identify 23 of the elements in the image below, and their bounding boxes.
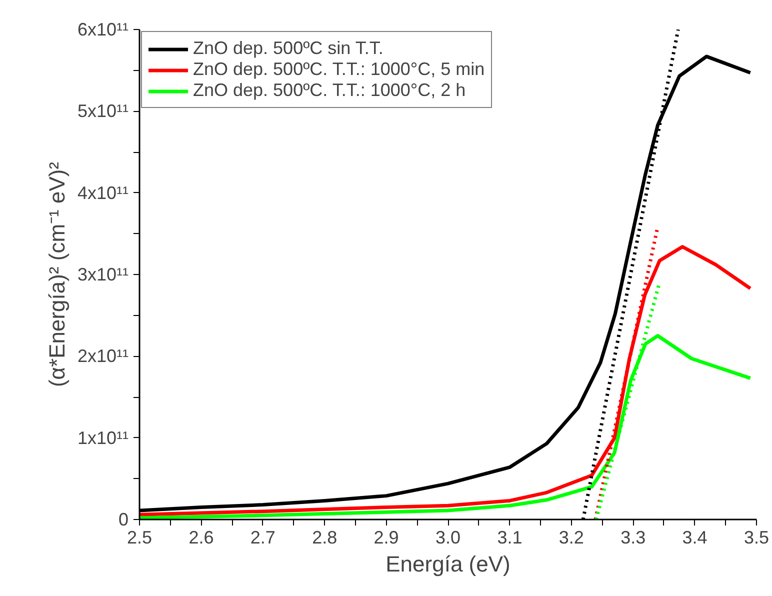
y-axis-title: (α*Energía)² (cm⁻¹ eV)²: [44, 162, 70, 388]
x-tick-label: 3.0: [435, 528, 461, 548]
y-tick-label: 2x10¹¹: [77, 346, 129, 366]
x-tick-label: 3.5: [744, 528, 770, 548]
x-axis-title: Energía (eV): [386, 552, 510, 576]
y-tick-label: 5x10¹¹: [77, 101, 129, 122]
x-tick-label: 3.1: [497, 528, 522, 548]
y-tick-label: 4x10¹¹: [77, 182, 129, 203]
legend-label: ZnO dep. 500ºC. T.T.: 1000°C, 2 h: [193, 80, 466, 101]
legend-label: ZnO dep. 500ºC. T.T.: 1000°C, 5 min: [193, 59, 485, 80]
x-tick-label: 3.2: [558, 528, 584, 548]
x-tick-label: 2.8: [312, 528, 338, 548]
x-tick-label: 3.3: [620, 528, 646, 548]
x-tick-label: 2.9: [374, 528, 399, 548]
y-tick-label: 6x10¹¹: [77, 20, 129, 40]
y-tick-label: 0: [118, 510, 129, 530]
x-tick-label: 2.6: [188, 528, 214, 548]
x-tick-label: 2.5: [126, 528, 152, 548]
y-tick-label: 3x10¹¹: [77, 264, 129, 284]
x-tick-label: 2.7: [250, 528, 276, 548]
legend-label: ZnO dep. 500ºC sin T.T.: [193, 38, 384, 59]
x-tick-label: 3.4: [682, 528, 708, 548]
y-tick-label: 1x10¹¹: [77, 428, 129, 448]
